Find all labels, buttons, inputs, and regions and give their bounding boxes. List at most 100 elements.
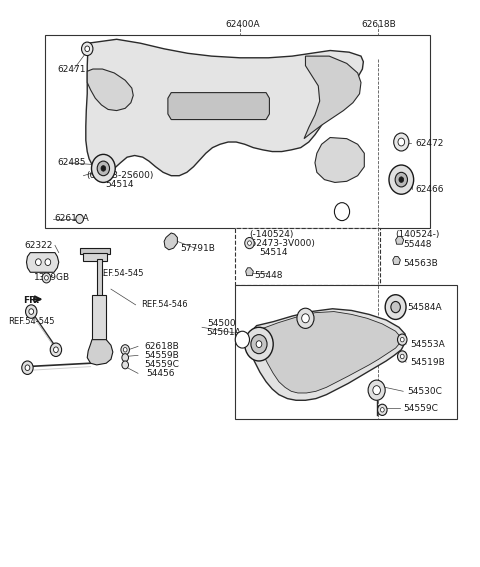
Text: 55448: 55448 [254, 270, 283, 280]
Circle shape [235, 331, 250, 348]
Text: 1339GB: 1339GB [34, 273, 70, 282]
Circle shape [25, 305, 37, 318]
Text: 62485: 62485 [57, 158, 86, 167]
Text: 54514: 54514 [105, 180, 133, 189]
Text: 54514: 54514 [259, 248, 288, 257]
Text: 54501A: 54501A [206, 328, 240, 337]
Bar [235, 229, 380, 285]
Polygon shape [168, 92, 269, 120]
Circle shape [251, 335, 267, 354]
Circle shape [245, 238, 254, 249]
Circle shape [29, 309, 34, 314]
Circle shape [245, 327, 273, 361]
Polygon shape [250, 309, 405, 400]
Circle shape [36, 259, 41, 265]
Circle shape [385, 295, 406, 319]
Text: 54500: 54500 [208, 319, 236, 328]
Bar [96, 259, 102, 296]
Circle shape [248, 241, 252, 246]
Polygon shape [87, 69, 133, 111]
Circle shape [335, 202, 349, 221]
Circle shape [373, 386, 381, 395]
Circle shape [122, 361, 129, 369]
Text: 54584A: 54584A [407, 303, 442, 312]
Circle shape [378, 404, 387, 416]
Circle shape [398, 138, 405, 146]
Text: (62473-3V000): (62473-3V000) [248, 239, 315, 248]
Text: (62473-2S600): (62473-2S600) [86, 171, 153, 180]
Text: 62400A: 62400A [226, 20, 260, 28]
Circle shape [45, 276, 48, 280]
Polygon shape [246, 268, 253, 276]
Circle shape [25, 365, 30, 370]
Text: A: A [339, 207, 345, 216]
Polygon shape [87, 340, 113, 365]
Polygon shape [396, 236, 404, 244]
Circle shape [391, 302, 400, 312]
Text: (140524-): (140524-) [396, 230, 440, 239]
Circle shape [395, 172, 408, 187]
Text: 54552D: 54552D [293, 319, 328, 328]
Circle shape [400, 354, 404, 359]
Bar [235, 285, 457, 420]
Circle shape [121, 345, 130, 355]
Polygon shape [315, 138, 364, 183]
Circle shape [101, 166, 106, 171]
Text: 54530C: 54530C [407, 387, 442, 396]
Text: REF.54-545: REF.54-545 [9, 317, 55, 326]
Text: FR.: FR. [23, 296, 39, 305]
Circle shape [389, 165, 414, 194]
Circle shape [50, 343, 61, 357]
Circle shape [397, 334, 407, 345]
Text: 55448: 55448 [404, 240, 432, 249]
Text: 62471: 62471 [57, 65, 86, 74]
Text: 62618A: 62618A [54, 214, 89, 223]
Text: (-140524): (-140524) [250, 230, 294, 239]
Circle shape [301, 314, 309, 323]
Polygon shape [164, 233, 178, 250]
Polygon shape [260, 312, 400, 393]
Polygon shape [304, 56, 361, 139]
Circle shape [54, 347, 58, 353]
Text: 54559B: 54559B [144, 351, 179, 360]
Circle shape [297, 308, 314, 328]
Polygon shape [26, 253, 59, 272]
Text: 62472: 62472 [416, 139, 444, 147]
Circle shape [42, 273, 51, 283]
Text: 54551D: 54551D [271, 332, 306, 341]
Circle shape [394, 133, 409, 151]
Circle shape [397, 351, 407, 362]
Circle shape [400, 337, 404, 342]
Bar [92, 295, 106, 340]
Polygon shape [393, 256, 400, 264]
Text: REF.54-545: REF.54-545 [96, 269, 143, 278]
Text: 62618B: 62618B [361, 20, 396, 28]
Circle shape [22, 361, 33, 374]
Circle shape [97, 161, 109, 176]
Circle shape [399, 177, 404, 183]
Bar [84, 253, 107, 261]
Text: 62322: 62322 [24, 241, 52, 250]
Circle shape [381, 408, 384, 412]
Circle shape [368, 380, 385, 400]
Circle shape [85, 46, 90, 52]
Bar [45, 35, 430, 229]
Polygon shape [86, 39, 363, 176]
Circle shape [122, 354, 129, 362]
Text: 54553A: 54553A [410, 340, 444, 349]
Circle shape [123, 348, 127, 352]
Text: 62466: 62466 [416, 185, 444, 194]
Circle shape [92, 154, 115, 183]
Circle shape [82, 42, 93, 56]
Circle shape [45, 259, 51, 265]
Text: 54559C: 54559C [144, 360, 179, 369]
Text: 54563B: 54563B [404, 259, 438, 268]
Text: 62618B: 62618B [144, 342, 179, 351]
Text: 54519B: 54519B [410, 358, 444, 367]
Circle shape [76, 214, 84, 223]
Bar [80, 248, 110, 255]
Text: 57791B: 57791B [180, 244, 216, 253]
Text: REF.54-546: REF.54-546 [141, 301, 188, 310]
Text: A: A [240, 335, 245, 344]
Text: 54559C: 54559C [404, 404, 439, 413]
